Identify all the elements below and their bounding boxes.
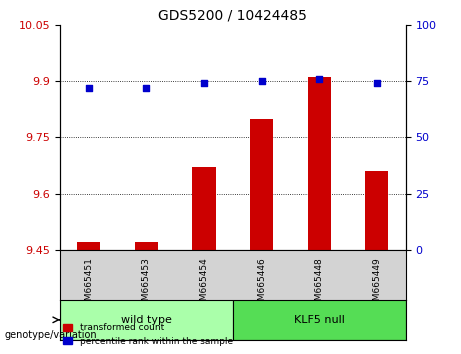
Text: GSM665453: GSM665453 [142,257,151,312]
Title: GDS5200 / 10424485: GDS5200 / 10424485 [159,8,307,22]
Text: genotype/variation: genotype/variation [5,330,97,339]
Bar [60,300,233,340]
Point [200,80,207,86]
Bar [77,242,100,250]
Legend: transformed count, percentile rank within the sample: transformed count, percentile rank withi… [60,320,236,349]
Point [258,78,266,84]
Point [142,85,150,91]
Text: GSM665451: GSM665451 [84,257,93,312]
Text: GSM665449: GSM665449 [372,257,381,312]
Point [373,80,381,86]
Text: GSM665454: GSM665454 [200,257,208,312]
Text: GSM665448: GSM665448 [315,257,324,312]
Text: KLF5 null: KLF5 null [294,315,345,325]
Bar [193,167,216,250]
Text: wild type: wild type [121,315,172,325]
Bar [250,119,273,250]
Bar [308,77,331,250]
Bar [233,300,406,340]
Bar [135,242,158,250]
Bar [365,171,388,250]
Point [85,85,92,91]
Point [315,76,323,82]
Text: GSM665446: GSM665446 [257,257,266,312]
